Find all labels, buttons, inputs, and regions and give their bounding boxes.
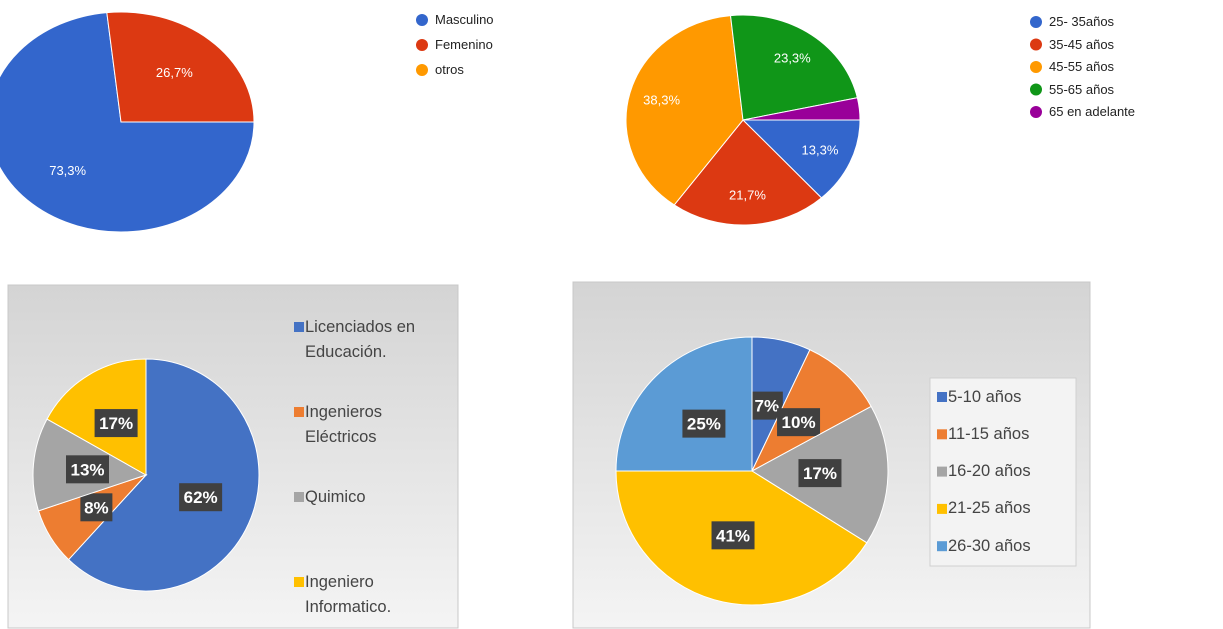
legend-label: 45-55 años [1049, 59, 1115, 74]
legend-label: Ingenieros Eléctricos [305, 402, 383, 446]
pie-slice [729, 14, 858, 121]
legend-marker [1030, 16, 1042, 28]
data-label-box [777, 408, 821, 437]
data-label: 13,3% [802, 143, 839, 158]
legend-marker [937, 466, 947, 477]
legend-label: Licenciados en Educación. [305, 317, 416, 361]
legend-label: 35-45 años [1049, 36, 1115, 52]
legend-label: 55-65 años [1049, 81, 1115, 97]
data-label: 26,7% [156, 65, 193, 80]
data-label: 41% [716, 526, 750, 545]
data-label-box [682, 409, 726, 438]
data-label-box [80, 493, 113, 522]
data-label-box [66, 455, 110, 484]
legend-marker [294, 492, 304, 502]
data-label: 25% [687, 415, 721, 434]
legend-label: Ingeniero Informatico. [305, 572, 392, 616]
legend-label: Quimico [305, 487, 366, 506]
legend-label: Femenino [435, 37, 493, 52]
legend-label: 11-15 años [948, 424, 1030, 443]
legend-marker [1030, 61, 1042, 73]
data-label-box [798, 459, 842, 488]
pie-slice [741, 119, 861, 199]
data-label: 38,3% [643, 93, 680, 108]
legend-label: 16-20 años [948, 462, 1031, 481]
legend-marker [937, 392, 947, 402]
legend-label: 25- 35años [1049, 14, 1115, 29]
pie-slice [742, 97, 861, 121]
data-label-box [179, 483, 223, 512]
data-label: 23,3% [774, 51, 811, 66]
data-label: 17% [803, 464, 837, 483]
data-label: 17% [99, 414, 133, 433]
legend-marker [416, 39, 428, 51]
data-label: 7% [755, 397, 780, 416]
legend-marker [294, 407, 304, 417]
data-label: 62% [184, 488, 218, 507]
legend-label: Masculino [435, 12, 494, 27]
legend-label: otros [435, 62, 464, 77]
legend-marker [1030, 106, 1042, 118]
legend-marker [294, 577, 304, 587]
data-label: 21,7% [729, 187, 766, 202]
legend-label: 65 en adelante [1049, 104, 1136, 119]
data-label: 10% [782, 413, 816, 432]
legend-marker [416, 14, 428, 26]
legend-marker [1030, 38, 1042, 51]
legend-marker [937, 541, 947, 552]
legend-marker [416, 64, 428, 76]
data-label: 13% [70, 460, 104, 479]
legend-label: 5-10 años [948, 387, 1022, 406]
data-label-box [94, 409, 138, 438]
legend-marker [937, 429, 947, 440]
data-label-box [711, 521, 755, 550]
legend-marker [294, 322, 304, 332]
legend-label: 26-30 años [948, 536, 1031, 555]
legend-box [929, 377, 1077, 567]
legend-label: 21-25 años [948, 499, 1031, 518]
legend-marker [1030, 83, 1042, 96]
data-label: 73,3% [49, 163, 86, 178]
pie-slice [673, 119, 823, 226]
legend-marker [937, 503, 947, 514]
data-label: 8% [84, 498, 109, 517]
pie-slice [106, 11, 255, 123]
pie-slice [67, 358, 260, 592]
pie-slice [625, 15, 744, 206]
